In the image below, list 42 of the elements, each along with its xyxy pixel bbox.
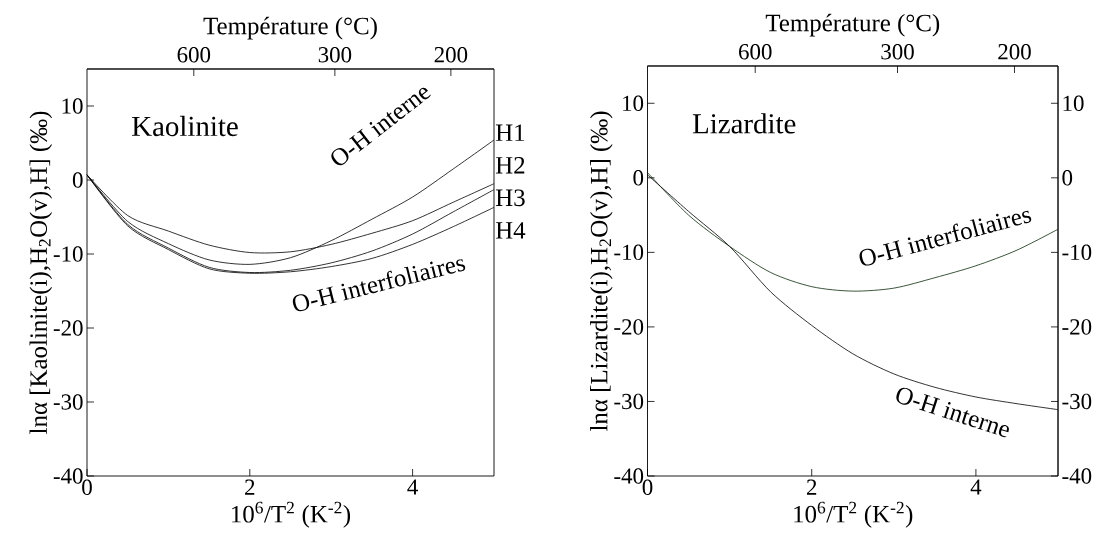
text: 200 xyxy=(434,47,468,63)
y2-tick-label: 0 xyxy=(1062,170,1073,186)
y-tick-label: -40 xyxy=(614,468,644,484)
y-tick-label: 0 xyxy=(72,172,83,188)
text: 600 xyxy=(177,47,211,63)
x-tick-label: 4 xyxy=(407,479,418,495)
y-tick-label: -20 xyxy=(53,320,83,336)
y2-tick-label: -40 xyxy=(1062,468,1092,484)
text: Lizardite xyxy=(692,113,796,134)
y-tick-label: 10 xyxy=(62,98,83,114)
text: 300 xyxy=(318,47,352,63)
y2-tick-label: -30 xyxy=(1062,393,1092,410)
y-axis-title: lnα [Kaolinite(i),H$_{2}$O(v),H] (‰) xyxy=(29,111,53,434)
x-tick-label: 2 xyxy=(806,479,817,495)
y-tick-label: -30 xyxy=(614,393,644,410)
annotation: O-H interne xyxy=(896,387,1009,438)
x2-axis-title: Température (°C) xyxy=(203,16,377,40)
text: 600 xyxy=(739,44,772,60)
series-label: H3 xyxy=(495,189,525,207)
x-axis-title: 10$^{6}$/T$^{2}$ (K$^{-2}$) xyxy=(232,501,351,528)
x2-axis-title: Température (°C) xyxy=(765,13,940,37)
series-label: H4 xyxy=(495,222,526,239)
annotation: O-H interfoliaires xyxy=(292,259,466,312)
y-tick-label: -40 xyxy=(53,468,83,484)
text: Kaolinite xyxy=(132,115,238,137)
x-tick-label: 2 xyxy=(245,479,255,495)
y-tick-label: -10 xyxy=(53,246,83,262)
y-tick-label: -20 xyxy=(614,319,644,335)
series-label: H2 xyxy=(495,156,525,174)
x-tick-label: 4 xyxy=(970,479,982,495)
y-axis-title: lnα [Lizardite(i),H$_{2}$O(v),H] (‰) xyxy=(590,111,613,432)
y-tick-label: -10 xyxy=(614,244,644,261)
text: 200 xyxy=(998,44,1031,60)
y2-tick-label: -20 xyxy=(1062,319,1092,335)
y-tick-label: 10 xyxy=(623,95,644,111)
x-axis-title: 10$^{6}$/T$^{2}$ (K$^{-2}$) xyxy=(794,501,913,528)
y2-tick-label: 10 xyxy=(1063,95,1084,111)
text: 300 xyxy=(881,44,914,60)
y-tick-label: 0 xyxy=(633,170,644,186)
y-tick-label: -30 xyxy=(53,394,83,410)
y2-tick-label: -10 xyxy=(1062,244,1092,261)
series-label: H1 xyxy=(495,124,525,141)
